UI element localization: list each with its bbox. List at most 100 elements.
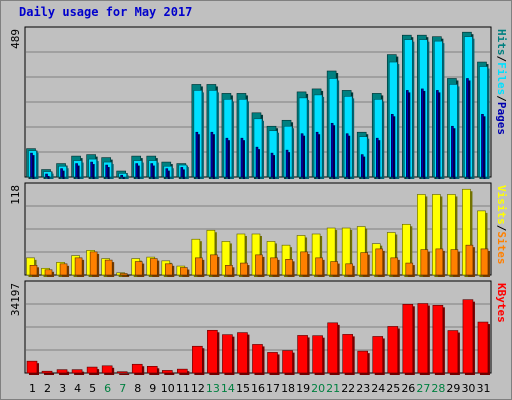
bar-sites xyxy=(59,263,68,276)
legend-item: KBytes xyxy=(495,283,508,323)
bar-kbytes xyxy=(41,370,53,374)
bar-pages xyxy=(240,137,244,178)
x-tick-label: 29 xyxy=(446,382,460,395)
bar-sites xyxy=(180,267,188,276)
bar-kbytes xyxy=(477,321,489,374)
bar-kbytes xyxy=(297,335,308,374)
x-tick-label: 14 xyxy=(221,382,235,395)
bar-kbytes xyxy=(131,363,143,374)
bar-sites xyxy=(44,269,53,276)
bar-sites xyxy=(360,252,369,276)
bar-pages xyxy=(165,168,169,178)
x-tick-label: 3 xyxy=(59,382,66,395)
bar-pages xyxy=(210,131,214,178)
x-tick-label: 23 xyxy=(356,382,370,395)
bar-pages xyxy=(90,161,93,178)
bar-pages xyxy=(451,125,454,178)
bar-sites xyxy=(210,254,218,276)
legend-item: Files xyxy=(495,62,508,95)
x-tick-label: 12 xyxy=(191,382,205,395)
bar-sites xyxy=(164,263,173,276)
legend-requests: Hits/Files/Pages xyxy=(495,29,508,135)
legend-item: / xyxy=(495,95,508,102)
x-tick-label: 9 xyxy=(149,382,156,395)
bar-pages xyxy=(345,133,349,178)
x-tick-label: 19 xyxy=(296,382,310,395)
legend-item: Visits xyxy=(495,185,508,225)
bar-sites xyxy=(390,257,399,276)
bar-kbytes xyxy=(327,322,338,374)
bar-kbytes xyxy=(192,345,203,374)
x-tick-label: 28 xyxy=(431,382,445,395)
bar-pages xyxy=(406,90,409,178)
bar-kbytes xyxy=(342,334,353,374)
bar-sites xyxy=(405,262,414,276)
x-tick-label: 8 xyxy=(134,382,141,395)
bar-sites xyxy=(465,244,474,276)
bar-pages xyxy=(30,152,33,178)
bar-sites xyxy=(435,248,444,276)
ymax-label-visitors: 118 xyxy=(9,185,22,205)
chart-title: Daily usage for May 2017 xyxy=(19,5,193,19)
bar-kbytes xyxy=(86,366,98,374)
bar-pages xyxy=(360,154,364,178)
bar-kbytes xyxy=(267,352,278,374)
x-tick-label: 18 xyxy=(281,382,295,395)
bar-pages xyxy=(60,168,63,178)
bar-pages xyxy=(300,133,304,178)
bar-kbytes xyxy=(372,336,384,374)
bar-kbytes xyxy=(177,368,188,374)
bar-pages xyxy=(270,152,274,178)
x-tick-label: 10 xyxy=(161,382,175,395)
x-tick-label: 2 xyxy=(44,382,51,395)
bar-sites xyxy=(240,262,248,276)
legend-traffic: KBytes xyxy=(495,283,508,323)
x-tick-label: 24 xyxy=(371,382,385,395)
bar-kbytes xyxy=(282,350,293,374)
x-tick-label: 25 xyxy=(386,382,400,395)
bar-pages xyxy=(150,163,154,178)
bar-kbytes xyxy=(161,370,173,374)
x-tick-label: 7 xyxy=(119,382,126,395)
x-tick-label: 6 xyxy=(104,382,111,395)
bar-pages xyxy=(466,78,469,178)
bar-sites xyxy=(450,249,459,276)
bar-kbytes xyxy=(207,329,218,374)
x-tick-label: 13 xyxy=(206,382,220,395)
bar-sites xyxy=(330,261,338,276)
legend-item: / xyxy=(495,56,508,63)
x-tick-label: 15 xyxy=(236,382,250,395)
bar-sites xyxy=(134,261,143,276)
bar-kbytes xyxy=(402,303,414,374)
x-tick-label: 22 xyxy=(341,382,355,395)
bar-kbytes xyxy=(387,326,399,374)
bar-sites xyxy=(420,249,429,276)
bar-pages xyxy=(375,137,379,178)
bar-pages xyxy=(481,114,484,178)
bar-kbytes xyxy=(417,303,429,374)
ymax-label-requests: 489 xyxy=(9,29,22,49)
bar-kbytes xyxy=(237,332,248,374)
bar-sites xyxy=(149,258,158,276)
bar-sites xyxy=(119,273,128,276)
bar-pages xyxy=(330,122,334,178)
bar-sites xyxy=(74,257,83,276)
legend-item: Sites xyxy=(495,231,508,264)
bar-pages xyxy=(120,174,123,178)
bar-kbytes xyxy=(312,335,323,374)
bar-kbytes xyxy=(432,305,444,374)
x-tick-label: 16 xyxy=(251,382,265,395)
bar-pages xyxy=(180,167,184,178)
bar-sites xyxy=(29,265,38,276)
bar-kbytes xyxy=(462,299,474,374)
bar-sites xyxy=(375,248,384,276)
bar-pages xyxy=(105,164,108,178)
bar-pages xyxy=(45,173,48,178)
x-tick-label: 31 xyxy=(476,382,490,395)
bar-kbytes xyxy=(146,366,158,374)
x-tick-label: 20 xyxy=(311,382,325,395)
legend-item: Pages xyxy=(495,102,508,135)
bar-sites xyxy=(195,257,203,276)
bar-sites xyxy=(285,259,293,276)
bar-pages xyxy=(421,88,424,178)
